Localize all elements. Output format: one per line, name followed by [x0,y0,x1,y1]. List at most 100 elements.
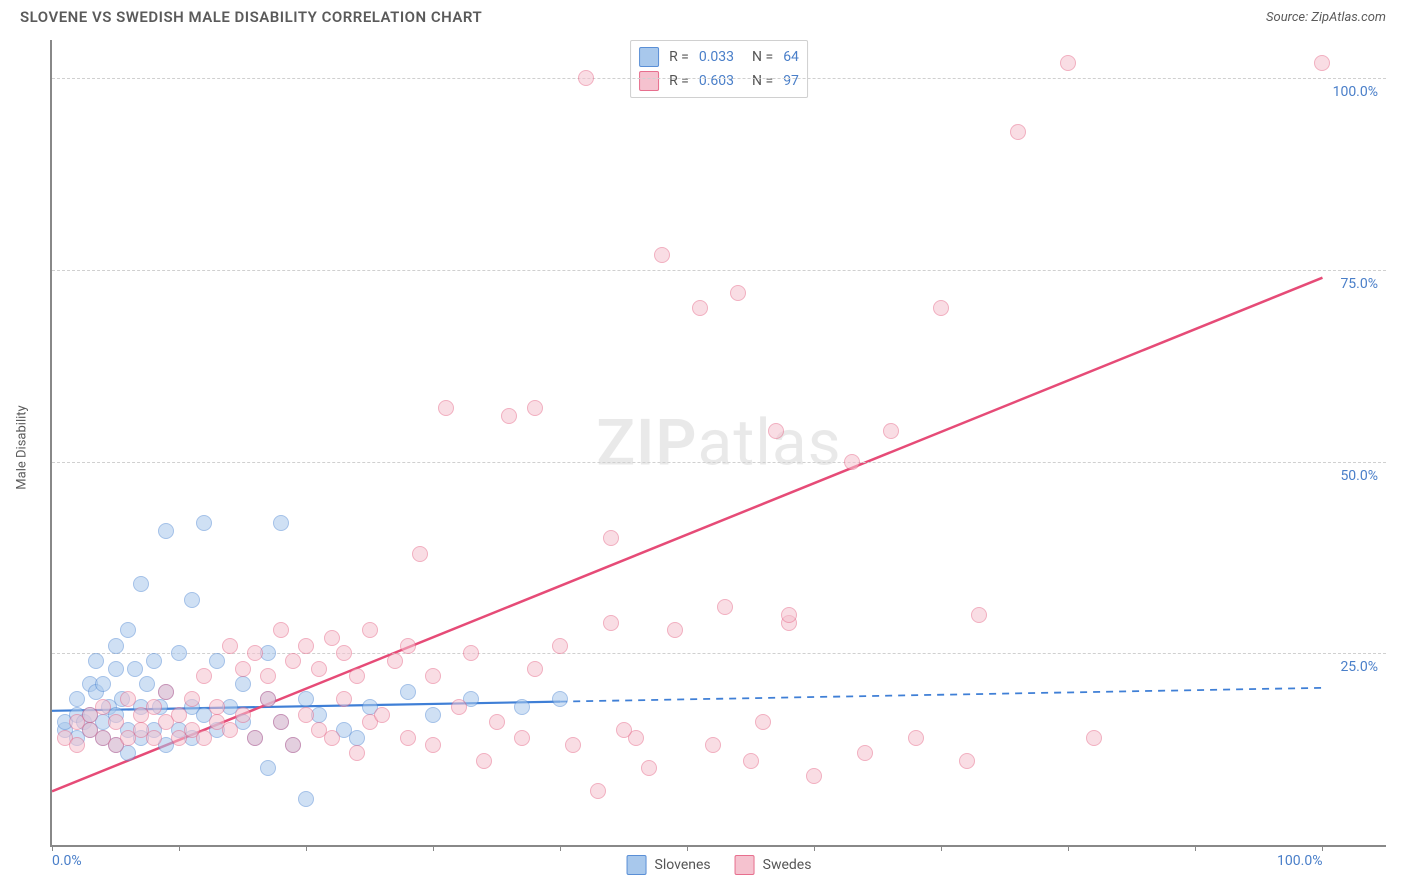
scatter-point [1086,730,1102,746]
scatter-point [908,730,924,746]
legend-r-value: 0.033 [699,49,734,65]
scatter-point [971,607,987,623]
scatter-point [362,622,378,638]
legend-swatch [627,855,647,875]
scatter-point [349,730,365,746]
scatter-point [184,691,200,707]
scatter-point [781,607,797,623]
legend-n-value: 97 [783,73,799,89]
x-tick-label: 0.0% [52,853,82,869]
scatter-point [146,730,162,746]
watermark: ZIPatlas [596,405,841,480]
scatter-point [247,645,263,661]
scatter-point [196,668,212,684]
legend-n-label: N = [752,49,773,65]
watermark-atlas: atlas [698,405,842,480]
scatter-point [235,707,251,723]
trend-line-dashed [560,688,1322,702]
scatter-point [616,722,632,738]
scatter-point [298,691,314,707]
scatter-point [247,730,263,746]
scatter-point [298,791,314,807]
scatter-point [451,699,467,715]
scatter-point [717,599,733,615]
scatter-point [108,638,124,654]
scatter-point [425,737,441,753]
scatter-point [603,615,619,631]
legend-item: Swedes [735,855,812,875]
x-tick [941,845,942,851]
scatter-point [438,400,454,416]
scatter-point [743,753,759,769]
source-attribution: Source: ZipAtlas.com [1266,10,1386,25]
chart-container: ZIPatlas R =0.033N =64R =0.603N =97 Slov… [50,40,1386,847]
x-tick [433,845,434,851]
legend-n-label: N = [752,73,773,89]
scatter-point [158,523,174,539]
legend-label: Slovenes [655,857,711,873]
legend-stats-box: R =0.033N =64R =0.603N =97 [630,40,808,98]
trend-lines [52,40,1386,845]
scatter-point [641,760,657,776]
scatter-point [88,653,104,669]
x-tick [687,845,688,851]
legend-n-value: 64 [783,49,799,65]
x-tick [306,845,307,851]
scatter-point [806,768,822,784]
scatter-point [400,684,416,700]
scatter-point [387,653,403,669]
y-tick-label: 50.0% [1340,468,1378,484]
scatter-point [298,638,314,654]
scatter-point [425,707,441,723]
legend-swatch [735,855,755,875]
scatter-point [95,699,111,715]
scatter-point [324,630,340,646]
scatter-point [768,423,784,439]
scatter-point [412,546,428,562]
scatter-point [285,653,301,669]
scatter-point [196,515,212,531]
scatter-point [667,622,683,638]
scatter-point [120,691,136,707]
scatter-point [69,737,85,753]
scatter-point [425,668,441,684]
scatter-point [501,408,517,424]
y-tick-label: 100.0% [1333,84,1378,100]
scatter-point [400,638,416,654]
scatter-point [184,592,200,608]
y-axis-label: Male Disability [15,405,30,489]
scatter-point [285,737,301,753]
x-tick [814,845,815,851]
gridline [52,462,1386,463]
scatter-point [324,730,340,746]
gridline [52,270,1386,271]
scatter-point [844,454,860,470]
scatter-point [578,70,594,86]
y-tick-label: 75.0% [1340,276,1378,292]
scatter-point [400,730,416,746]
scatter-point [692,300,708,316]
scatter-point [108,661,124,677]
scatter-point [527,661,543,677]
y-tick-label: 25.0% [1340,659,1378,675]
scatter-point [1314,55,1330,71]
scatter-point [139,676,155,692]
scatter-point [552,691,568,707]
scatter-point [209,699,225,715]
scatter-point [108,714,124,730]
scatter-point [463,645,479,661]
scatter-point [336,645,352,661]
scatter-point [298,707,314,723]
legend-swatch [639,71,659,91]
scatter-point [603,530,619,546]
legend-stat-row: R =0.603N =97 [639,69,799,93]
scatter-point [654,247,670,263]
scatter-point [95,676,111,692]
scatter-point [120,622,136,638]
scatter-point [260,760,276,776]
legend-r-label: R = [669,49,689,65]
scatter-point [705,737,721,753]
scatter-point [311,661,327,677]
scatter-point [552,638,568,654]
scatter-point [514,699,530,715]
